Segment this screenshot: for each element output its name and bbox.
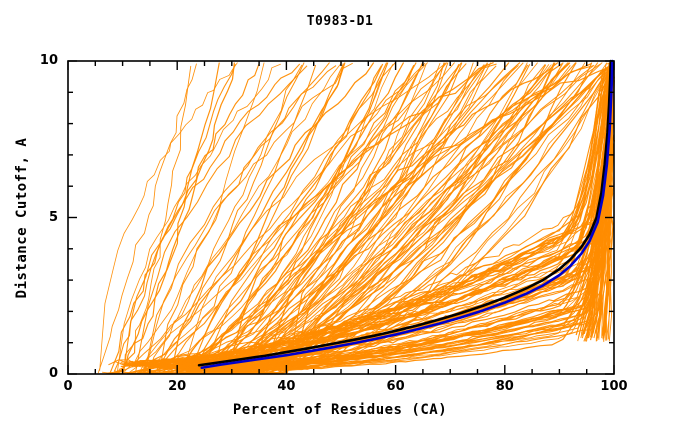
prediction-curve [277,62,615,372]
prediction-curve [147,69,610,369]
prediction-curve [128,64,344,374]
prediction-curve [170,62,375,374]
reference-curves-layer [197,59,614,370]
prediction-curve [162,62,521,373]
prediction-curve [236,62,615,373]
reference-curve-best-model-black [197,59,613,367]
prediction-curve [250,65,594,373]
prediction-curve [97,63,197,374]
axis-frame-layer [67,60,615,375]
prediction-curve [152,64,485,374]
prediction-curve [206,78,612,372]
prediction-curve [284,64,595,374]
prediction-curve [233,62,462,373]
prediction-curve [158,62,330,374]
prediction-curve [128,62,455,374]
prediction-curve [111,65,192,374]
prediction-curve [154,62,305,374]
prediction-curve [164,62,528,374]
prediction-curve [123,63,301,373]
x-tick-label: 20 [168,379,187,394]
prediction-curve [153,64,317,372]
prediction-curve [202,62,603,374]
x-tick-label: 80 [495,379,514,394]
prediction-curve [203,62,608,374]
prediction-curve [116,63,281,374]
prediction-curve [195,62,570,374]
prediction-curve [117,62,235,374]
prediction-curve [136,62,428,374]
prediction-curve [134,65,308,374]
prediction-curve [201,62,396,374]
x-tick-label: 40 [277,379,296,394]
prediction-curve [144,62,353,374]
prediction-curve [113,62,265,374]
x-tick-label: 60 [386,379,405,394]
prediction-curve [144,64,303,372]
x-axis-label: Percent of Residues (CA) [232,402,448,418]
prediction-curves-layer [97,62,616,374]
reference-curve-reference-model-blue [200,59,614,370]
prediction-curve [175,64,486,374]
prediction-curve [185,109,613,372]
y-tick-label: 10 [39,53,58,68]
prediction-curve [182,63,445,374]
prediction-curve [126,62,446,374]
x-tick-label: 0 [63,379,73,394]
prediction-curve [159,62,474,374]
prediction-curve [124,62,426,372]
prediction-curve [177,64,529,374]
prediction-curve [597,64,614,339]
prediction-curve [139,62,346,374]
prediction-curve [210,63,467,374]
prediction-curve [99,62,238,371]
prediction-curve [139,63,427,374]
prediction-curve [188,64,552,374]
y-tick-label: 5 [48,209,58,225]
prediction-curve [226,64,615,374]
page-title: T0983-D1 [306,14,374,29]
prediction-curve [143,63,460,374]
prediction-curve [205,63,555,374]
prediction-curve [229,62,614,374]
y-tick-label: 0 [48,366,58,381]
x-tick-label: 100 [600,379,628,394]
